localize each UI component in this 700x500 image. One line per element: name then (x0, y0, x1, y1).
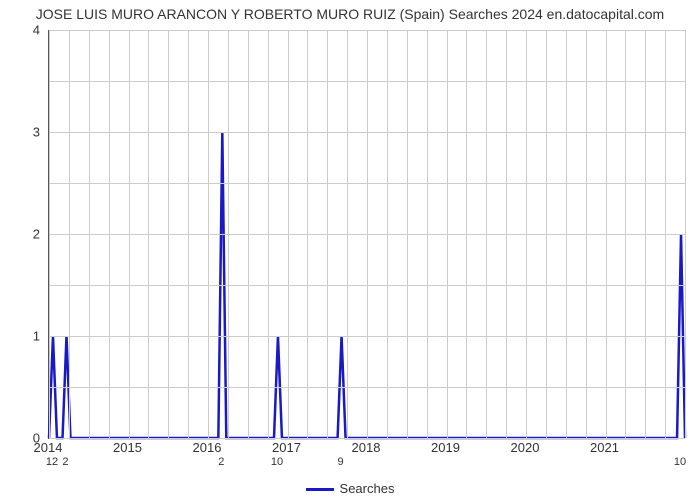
gridline-v (288, 30, 289, 438)
data-point-label: 2 (62, 456, 68, 468)
data-point-label: 10 (271, 456, 283, 468)
x-tick-label: 2018 (352, 440, 381, 455)
legend: Searches (0, 481, 700, 496)
gridline-v (566, 30, 567, 438)
gridline-v (665, 30, 666, 438)
legend-label: Searches (340, 481, 395, 496)
gridline-v (447, 30, 448, 438)
chart-title: JOSE LUIS MURO ARANCON Y ROBERTO MURO RU… (0, 6, 700, 22)
y-tick-label: 3 (4, 125, 40, 140)
gridline-v (69, 30, 70, 438)
x-tick-label: 2015 (113, 440, 142, 455)
gridline-v (586, 30, 587, 438)
y-tick-label: 2 (4, 227, 40, 242)
x-tick-label: 2017 (272, 440, 301, 455)
gridline-v (168, 30, 169, 438)
x-tick-label: 2014 (34, 440, 63, 455)
gridline-v (546, 30, 547, 438)
gridline-v (606, 30, 607, 438)
data-point-label: 12 (46, 456, 58, 468)
gridline-v (625, 30, 626, 438)
plot-area (48, 30, 685, 439)
x-tick-label: 2020 (511, 440, 540, 455)
x-tick-label: 2019 (431, 440, 460, 455)
gridline-v (526, 30, 527, 438)
data-point-label: 10 (674, 456, 686, 468)
gridline-h (49, 438, 685, 439)
gridline-v (466, 30, 467, 438)
gridline-v (268, 30, 269, 438)
gridline-v (89, 30, 90, 438)
gridline-v (367, 30, 368, 438)
data-point-label: 2 (218, 456, 224, 468)
chart-container: JOSE LUIS MURO ARANCON Y ROBERTO MURO RU… (0, 0, 700, 500)
gridline-v (427, 30, 428, 438)
gridline-v (486, 30, 487, 438)
gridline-v (109, 30, 110, 438)
gridline-v (49, 30, 50, 438)
x-tick-label: 2021 (590, 440, 619, 455)
gridline-v (129, 30, 130, 438)
gridline-v (347, 30, 348, 438)
x-tick-label: 2016 (193, 440, 222, 455)
gridline-v (327, 30, 328, 438)
gridline-v (407, 30, 408, 438)
gridline-v (248, 30, 249, 438)
gridline-v (148, 30, 149, 438)
gridline-v (188, 30, 189, 438)
gridline-v (645, 30, 646, 438)
gridline-v (387, 30, 388, 438)
gridline-v (506, 30, 507, 438)
gridline-v (685, 30, 686, 438)
gridline-v (228, 30, 229, 438)
gridline-v (307, 30, 308, 438)
gridline-v (208, 30, 209, 438)
y-tick-label: 1 (4, 329, 40, 344)
legend-swatch (306, 488, 334, 491)
y-tick-label: 4 (4, 23, 40, 38)
data-point-label: 9 (337, 456, 343, 468)
